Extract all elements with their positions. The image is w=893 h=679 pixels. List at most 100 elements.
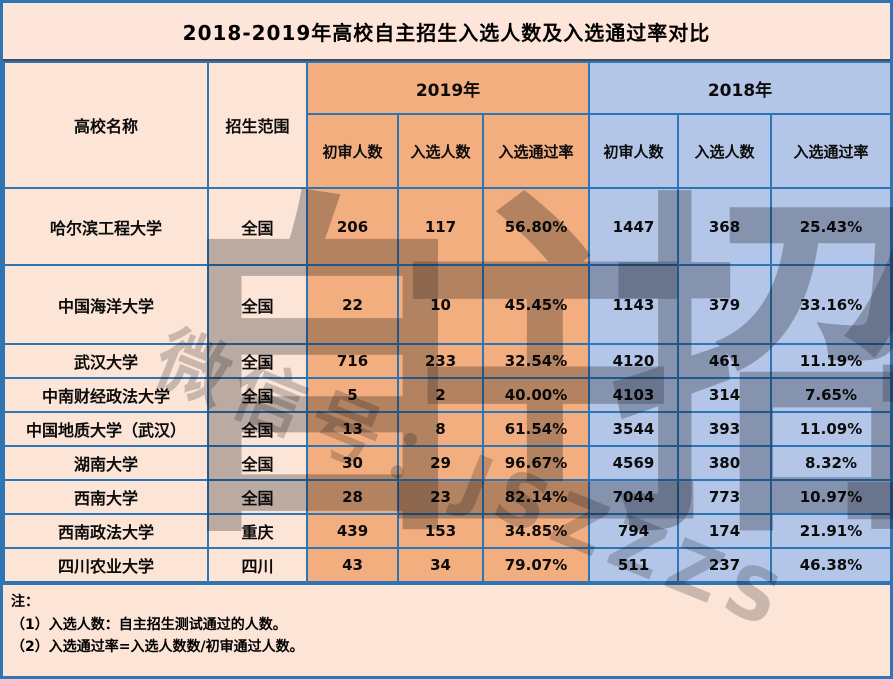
value-cell: 4120 xyxy=(588,343,679,379)
university-name-cell: 哈尔滨工程大学 xyxy=(3,187,209,266)
scope-cell: 全国 xyxy=(207,479,308,515)
value-cell: 117 xyxy=(397,187,484,266)
table-row: 中南财经政法大学 全国 5 2 40.00% 4103 314 7.65% xyxy=(3,377,892,413)
header-year-row: 高校名称 招生范围 2019年 2018年 xyxy=(3,61,892,189)
value-cell: 22 xyxy=(306,264,399,345)
university-name-cell: 武汉大学 xyxy=(3,343,209,379)
value-cell: 511 xyxy=(588,547,679,583)
value-cell: 8.32% xyxy=(770,445,892,481)
header-year-2019: 2019年 xyxy=(306,61,590,115)
value-cell: 30 xyxy=(306,445,399,481)
table-row: 武汉大学 全国 716 233 32.54% 4120 461 11.19% xyxy=(3,343,892,379)
table-row: 湖南大学 全国 30 29 96.67% 4569 380 8.32% xyxy=(3,445,892,481)
value-cell: 773 xyxy=(677,479,772,515)
university-name-cell: 中国海洋大学 xyxy=(3,264,209,345)
value-cell: 34 xyxy=(397,547,484,583)
header-2018-initial-review: 初审人数 xyxy=(588,113,679,189)
comparison-table: 高校名称 招生范围 2019年 2018年 初审人数 入选人数 入选通过率 初审… xyxy=(3,61,892,583)
value-cell: 40.00% xyxy=(482,377,590,413)
table-row: 中国地质大学（武汉） 全国 13 8 61.54% 3544 393 11.09… xyxy=(3,411,892,447)
scope-cell: 全国 xyxy=(207,377,308,413)
value-cell: 28 xyxy=(306,479,399,515)
value-cell: 1143 xyxy=(588,264,679,345)
header-2019-pass-rate: 入选通过率 xyxy=(482,113,590,189)
header-university: 高校名称 xyxy=(3,61,209,189)
value-cell: 7044 xyxy=(588,479,679,515)
value-cell: 4103 xyxy=(588,377,679,413)
scope-cell: 四川 xyxy=(207,547,308,583)
university-name-cell: 西南大学 xyxy=(3,479,209,515)
value-cell: 29 xyxy=(397,445,484,481)
table-row: 西南政法大学 重庆 439 153 34.85% 794 174 21.91% xyxy=(3,513,892,549)
value-cell: 45.45% xyxy=(482,264,590,345)
value-cell: 174 xyxy=(677,513,772,549)
value-cell: 10.97% xyxy=(770,479,892,515)
scope-cell: 全国 xyxy=(207,445,308,481)
scope-cell: 全国 xyxy=(207,264,308,345)
value-cell: 11.09% xyxy=(770,411,892,447)
value-cell: 237 xyxy=(677,547,772,583)
value-cell: 206 xyxy=(306,187,399,266)
university-name-cell: 西南政法大学 xyxy=(3,513,209,549)
header-year-2018: 2018年 xyxy=(588,61,892,115)
value-cell: 43 xyxy=(306,547,399,583)
value-cell: 56.80% xyxy=(482,187,590,266)
scope-cell: 全国 xyxy=(207,187,308,266)
table-row: 中国海洋大学 全国 22 10 45.45% 1143 379 33.16% xyxy=(3,264,892,345)
value-cell: 3544 xyxy=(588,411,679,447)
value-cell: 8 xyxy=(397,411,484,447)
value-cell: 25.43% xyxy=(770,187,892,266)
university-name-cell: 中南财经政法大学 xyxy=(3,377,209,413)
table-row: 哈尔滨工程大学 全国 206 117 56.80% 1447 368 25.43… xyxy=(3,187,892,266)
notes-section: 注： （1）入选人数：自主招生测试通过的人数。 （2）入选通过率=入选人数数/初… xyxy=(3,583,890,676)
value-cell: 7.65% xyxy=(770,377,892,413)
value-cell: 233 xyxy=(397,343,484,379)
university-name-cell: 湖南大学 xyxy=(3,445,209,481)
table-row: 四川农业大学 四川 43 34 79.07% 511 237 46.38% xyxy=(3,547,892,583)
value-cell: 379 xyxy=(677,264,772,345)
value-cell: 794 xyxy=(588,513,679,549)
university-name-cell: 四川农业大学 xyxy=(3,547,209,583)
value-cell: 4569 xyxy=(588,445,679,481)
value-cell: 82.14% xyxy=(482,479,590,515)
value-cell: 21.91% xyxy=(770,513,892,549)
notes-heading: 注： xyxy=(11,594,39,610)
table-row: 西南大学 全国 28 23 82.14% 7044 773 10.97% xyxy=(3,479,892,515)
header-scope: 招生范围 xyxy=(207,61,308,189)
university-name-cell: 中国地质大学（武汉） xyxy=(3,411,209,447)
value-cell: 23 xyxy=(397,479,484,515)
value-cell: 368 xyxy=(677,187,772,266)
value-cell: 32.54% xyxy=(482,343,590,379)
value-cell: 5 xyxy=(306,377,399,413)
value-cell: 46.38% xyxy=(770,547,892,583)
value-cell: 96.67% xyxy=(482,445,590,481)
value-cell: 439 xyxy=(306,513,399,549)
value-cell: 10 xyxy=(397,264,484,345)
value-cell: 79.07% xyxy=(482,547,590,583)
value-cell: 2 xyxy=(397,377,484,413)
note-line-1: （1）入选人数：自主招生测试通过的人数。 xyxy=(11,616,287,633)
header-2018-pass-rate: 入选通过率 xyxy=(770,113,892,189)
scope-cell: 全国 xyxy=(207,343,308,379)
header-2019-initial-review: 初审人数 xyxy=(306,113,399,189)
value-cell: 716 xyxy=(306,343,399,379)
value-cell: 380 xyxy=(677,445,772,481)
header-subcolumn-row: 初审人数 入选人数 入选通过率 初审人数 入选人数 入选通过率 xyxy=(4,113,892,189)
value-cell: 1447 xyxy=(588,187,679,266)
value-cell: 11.19% xyxy=(770,343,892,379)
scope-cell: 重庆 xyxy=(207,513,308,549)
value-cell: 34.85% xyxy=(482,513,590,549)
value-cell: 393 xyxy=(677,411,772,447)
value-cell: 61.54% xyxy=(482,411,590,447)
value-cell: 13 xyxy=(306,411,399,447)
page-title: 2018-2019年高校自主招生入选人数及入选通过率对比 xyxy=(3,3,890,61)
header-2018-selected: 入选人数 xyxy=(677,113,772,189)
value-cell: 314 xyxy=(677,377,772,413)
value-cell: 153 xyxy=(397,513,484,549)
header-2019-selected: 入选人数 xyxy=(397,113,484,189)
value-cell: 461 xyxy=(677,343,772,379)
value-cell: 33.16% xyxy=(770,264,892,345)
note-line-2: （2）入选通过率=入选人数数/初审通过人数。 xyxy=(11,639,304,656)
